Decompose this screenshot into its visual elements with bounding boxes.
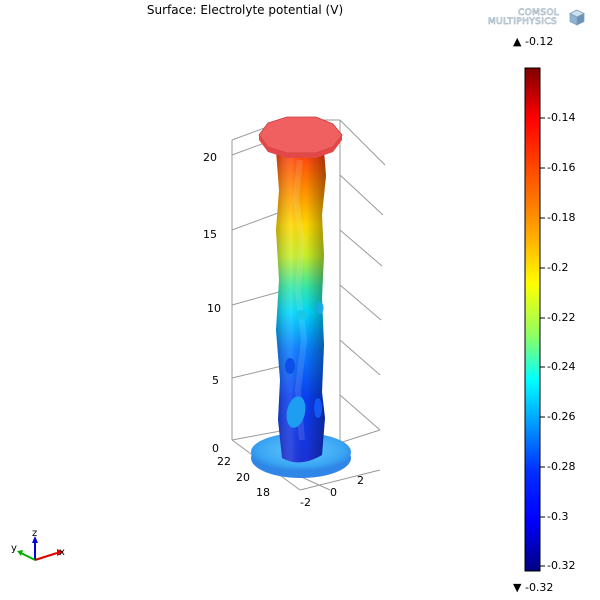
colorbar-tick: -0.2 (547, 261, 569, 274)
z-tick-15: 15 (203, 228, 217, 241)
colorbar-tick: -0.28 (547, 460, 576, 473)
y-tick-22: 22 (217, 455, 231, 468)
colorbar-tick: -0.14 (547, 111, 576, 124)
tube-hole (286, 396, 306, 428)
colorbar-tick: -0.32 (547, 559, 576, 572)
z-tick-20: 20 (203, 151, 217, 164)
z-tick-0: 0 (212, 442, 219, 455)
x-tick-minus2: -2 (300, 496, 311, 509)
comsol-logo: COMSOL MULTIPHYSICS (484, 8, 586, 29)
y-tick-20: 20 (236, 471, 250, 484)
colorbar-ticks (540, 117, 545, 567)
logo-line1: COMSOL (518, 8, 560, 19)
logo-cube-icon (569, 9, 585, 26)
tube-highlight (292, 159, 308, 441)
x-tick-0: 0 (330, 486, 337, 499)
axes-triad[interactable] (17, 536, 64, 561)
colorbar-tick: -0.22 (547, 311, 576, 324)
y-tick-18: 18 (256, 486, 270, 499)
colorbar-min-value: -0.32 (524, 581, 554, 594)
triad-z-label: z (32, 528, 38, 539)
z-tick-5: 5 (212, 374, 219, 387)
colorbar-min-label: ▼ -0.32 (513, 581, 553, 594)
tube-hole (314, 398, 322, 418)
colorbar-tick: -0.26 (547, 410, 576, 423)
colorbar (524, 67, 541, 572)
top-cap-side (259, 135, 342, 158)
colorbar-tick: -0.24 (547, 360, 576, 373)
logo-line2: MULTIPHYSICS (488, 17, 558, 28)
plot-title: Surface: Electrolyte potential (V) (146, 3, 344, 17)
max-marker-icon: ▲ (513, 35, 522, 48)
colorbar-tick: -0.16 (547, 161, 576, 174)
triad-y-label: y (11, 543, 17, 554)
tube-hole (316, 302, 324, 314)
tube-hole (285, 358, 295, 374)
colorbar-tick: -0.3 (547, 510, 569, 523)
tube-hole (296, 310, 308, 320)
tube-shading (276, 150, 326, 463)
colorbar-tick: -0.18 (547, 211, 576, 224)
z-tick-10: 10 (207, 302, 221, 315)
min-marker-icon: ▼ (513, 581, 522, 594)
top-cap (258, 116, 343, 154)
triad-x-label: x (59, 547, 65, 558)
x-tick-2: 2 (357, 474, 364, 487)
colorbar-max-label: ▲ -0.12 (513, 35, 553, 48)
colorbar-max-value: -0.12 (524, 35, 554, 48)
